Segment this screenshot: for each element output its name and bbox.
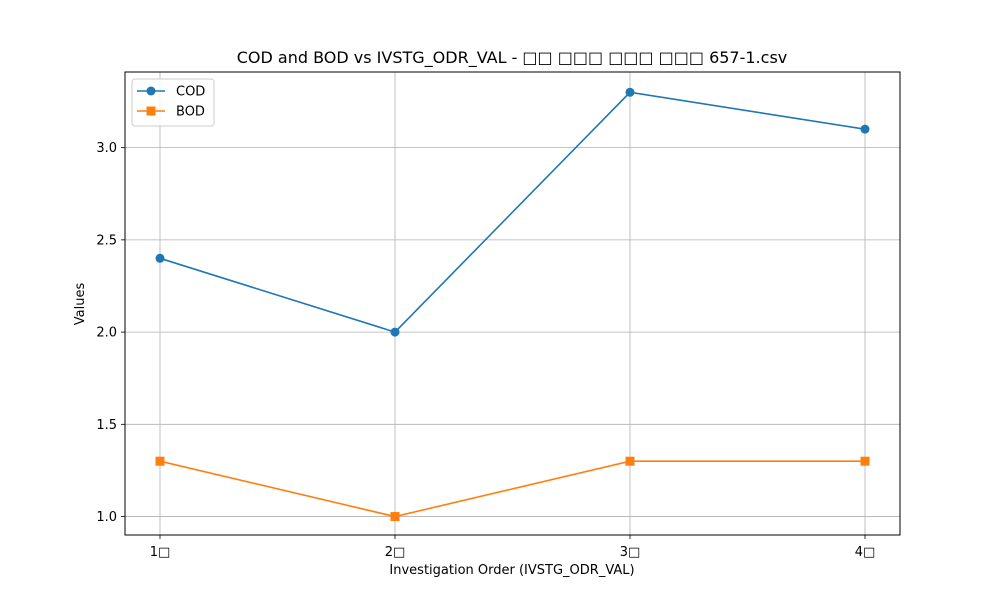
x-tick-label: 2□	[385, 545, 406, 560]
x-axis-label: Investigation Order (IVSTG_ODR_VAL)	[389, 563, 634, 578]
bod-point	[155, 456, 165, 466]
x-tick-label: 3□	[620, 545, 641, 560]
y-tick-label: 2.5	[96, 233, 117, 248]
plot-area	[124, 71, 901, 536]
y-tick-label: 1.5	[96, 418, 117, 433]
cod-point	[625, 87, 635, 97]
cod-point	[860, 124, 870, 134]
cod-point	[390, 327, 400, 337]
y-axis-label: Values	[73, 283, 88, 326]
bod-point	[390, 512, 400, 522]
bod-legend-label: BOD	[176, 105, 205, 120]
bod-legend-marker	[146, 106, 156, 116]
y-tick-label: 2.0	[96, 326, 117, 341]
y-tick-label: 1.0	[96, 510, 117, 525]
grid-lines	[125, 72, 900, 535]
y-axis: 1.0 1.5 2.0 2.5 3.0	[96, 141, 125, 525]
bod-series-line	[159, 460, 865, 518]
bod-point	[625, 456, 635, 466]
legend: COD BOD	[131, 78, 215, 127]
cod-point	[155, 253, 165, 263]
bod-point	[860, 456, 870, 466]
chart-title: COD and BOD vs IVSTG_ODR_VAL - □□ □□□ □□…	[237, 48, 788, 68]
cod-series-line	[159, 91, 866, 334]
y-tick-label: 3.0	[96, 141, 117, 156]
x-tick-label: 1□	[150, 545, 171, 560]
series-layer	[155, 87, 870, 522]
cod-legend-marker	[146, 86, 156, 96]
cod-legend-label: COD	[176, 85, 205, 100]
x-axis: 1□ 2□ 3□ 4□	[150, 535, 876, 560]
x-tick-label: 4□	[855, 545, 876, 560]
